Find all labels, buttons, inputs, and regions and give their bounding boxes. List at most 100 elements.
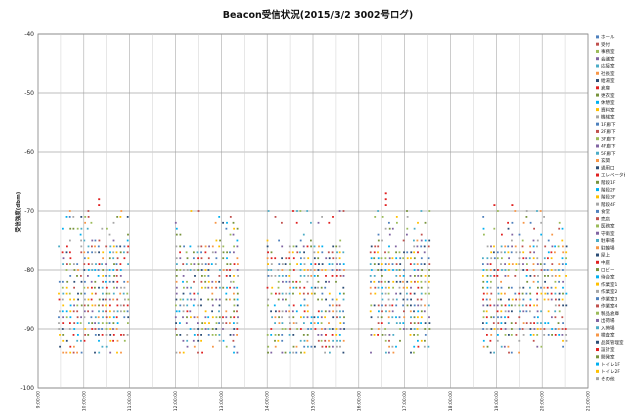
y-tick-label: -80 <box>24 267 34 274</box>
data-point <box>175 328 177 330</box>
data-point <box>69 351 72 354</box>
data-point <box>500 280 502 283</box>
legend-label: ロビー <box>601 266 615 273</box>
data-point <box>395 269 398 271</box>
data-point <box>409 263 412 265</box>
data-point <box>201 351 203 354</box>
x-tick-label: 20:00:00 <box>540 391 546 411</box>
data-point <box>399 275 401 277</box>
data-point <box>482 227 485 230</box>
data-point <box>392 334 395 336</box>
data-point <box>493 204 496 206</box>
legend-swatch <box>596 137 599 141</box>
data-point <box>175 269 178 271</box>
data-point <box>185 263 188 265</box>
legend-swatch <box>596 297 599 301</box>
legend-label: その他 <box>601 375 615 382</box>
data-point <box>565 304 568 307</box>
data-point <box>313 251 316 254</box>
data-point <box>558 280 560 283</box>
data-point <box>482 322 484 324</box>
data-point <box>522 251 525 254</box>
data-point <box>388 310 391 313</box>
data-point <box>551 263 554 265</box>
data-point <box>324 328 327 330</box>
data-point <box>229 233 232 236</box>
data-point <box>522 257 525 260</box>
data-point <box>529 251 532 254</box>
data-point <box>551 334 553 336</box>
data-point <box>428 316 430 319</box>
data-point <box>233 286 236 289</box>
legend-swatch <box>596 362 599 366</box>
data-point <box>402 239 405 242</box>
data-point <box>324 269 327 271</box>
data-point <box>557 328 560 330</box>
data-point <box>306 304 309 307</box>
data-point <box>229 286 231 289</box>
data-point <box>342 275 345 277</box>
data-point <box>277 298 280 301</box>
data-point <box>281 328 284 330</box>
data-point <box>218 316 221 319</box>
data-point <box>508 257 510 260</box>
data-point <box>539 263 542 265</box>
legend-label: 会議室 <box>601 55 615 62</box>
data-point <box>113 286 115 289</box>
data-point <box>540 221 543 224</box>
data-point <box>384 192 387 195</box>
data-point <box>558 292 561 295</box>
data-point <box>486 286 489 289</box>
data-point <box>80 316 82 319</box>
data-point <box>307 345 309 348</box>
data-point <box>102 280 104 283</box>
data-point <box>108 275 111 277</box>
data-point <box>119 269 122 271</box>
data-point <box>482 316 485 319</box>
data-point <box>529 298 532 301</box>
data-point <box>522 263 524 265</box>
y-tick-label: -70 <box>24 208 34 215</box>
data-point <box>395 298 398 301</box>
data-point <box>211 328 214 330</box>
data-point <box>327 251 330 254</box>
data-point <box>338 210 341 212</box>
data-point <box>423 251 426 254</box>
data-point <box>392 351 395 354</box>
data-point <box>342 251 345 254</box>
data-point <box>424 334 427 336</box>
data-point <box>511 239 513 242</box>
data-point <box>409 310 412 313</box>
data-point <box>278 322 281 324</box>
data-point <box>551 316 553 319</box>
data-point <box>98 304 100 307</box>
data-point <box>102 316 104 319</box>
data-point <box>546 286 549 289</box>
data-point <box>77 269 79 271</box>
data-point <box>292 351 295 354</box>
data-point <box>317 339 320 342</box>
data-point <box>554 328 557 330</box>
data-point <box>87 275 89 277</box>
data-point <box>402 304 404 307</box>
data-point <box>324 310 327 313</box>
data-point <box>84 221 86 224</box>
data-point <box>307 275 310 277</box>
data-point <box>59 345 61 348</box>
data-point <box>562 304 564 307</box>
data-point <box>270 292 273 295</box>
data-point <box>519 251 521 254</box>
data-point <box>485 322 488 324</box>
data-point <box>197 304 200 307</box>
data-point <box>551 233 554 236</box>
data-point <box>336 251 338 254</box>
data-point <box>189 245 192 248</box>
legend: ホール受付事務室会議室応接室社長室給湯室倉庫更衣室休憩室資料室機械室1F廊下2F… <box>596 35 625 382</box>
data-point <box>233 251 235 254</box>
data-point <box>289 351 291 354</box>
data-point <box>377 233 380 236</box>
data-point <box>65 292 68 295</box>
data-point <box>112 221 115 224</box>
data-point <box>328 328 331 330</box>
data-point <box>61 298 64 301</box>
